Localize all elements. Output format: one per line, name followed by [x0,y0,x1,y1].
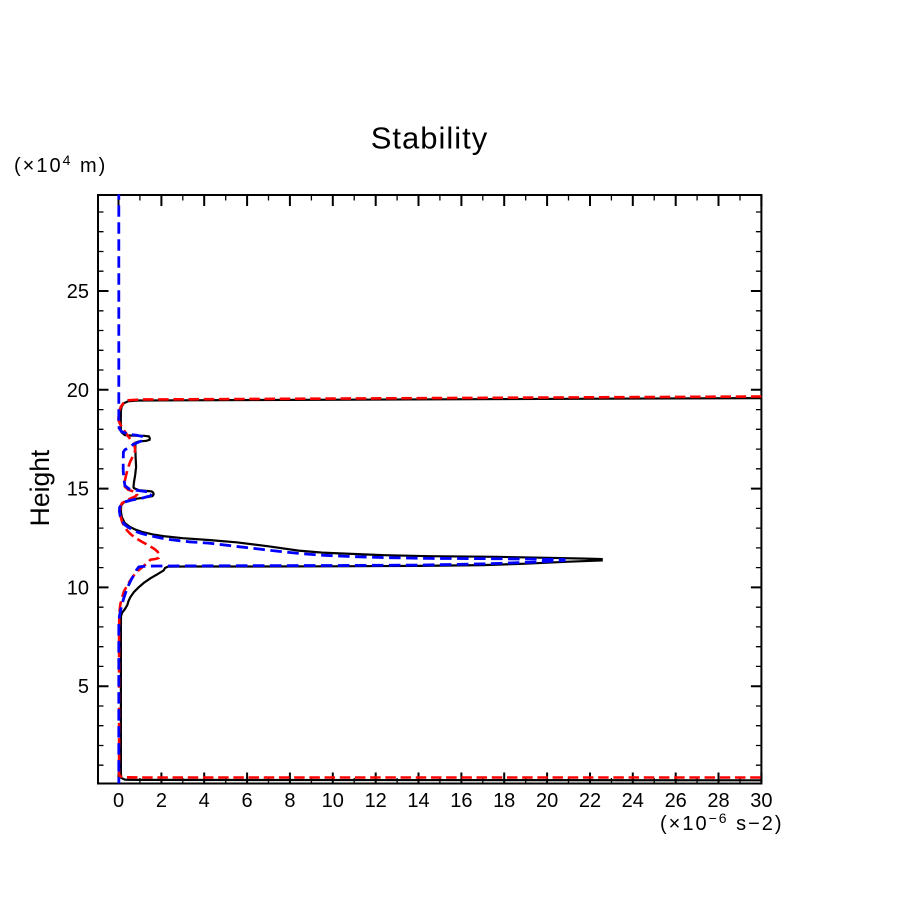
svg-text:15: 15 [67,479,89,501]
svg-text:22: 22 [579,790,601,812]
svg-text:16: 16 [450,790,472,812]
svg-text:12: 12 [365,790,387,812]
svg-text:8: 8 [284,790,295,812]
svg-text:Height: Height [25,449,55,526]
svg-text:0: 0 [113,790,124,812]
svg-text:18: 18 [493,790,515,812]
svg-text:2: 2 [156,790,167,812]
svg-text:28: 28 [707,790,729,812]
svg-text:10: 10 [67,577,89,599]
svg-text:Stability: Stability [371,121,489,156]
svg-text:26: 26 [665,790,687,812]
svg-text:6: 6 [242,790,253,812]
svg-text:24: 24 [622,790,644,812]
svg-text:25: 25 [67,281,89,303]
svg-text:20: 20 [67,380,89,402]
svg-text:14: 14 [407,790,429,812]
svg-text:4: 4 [199,790,210,812]
svg-text:30: 30 [750,790,772,812]
svg-text:20: 20 [536,790,558,812]
svg-text:5: 5 [78,676,89,698]
svg-text:10: 10 [322,790,344,812]
svg-text:(×104 m): (×104 m) [14,152,107,177]
